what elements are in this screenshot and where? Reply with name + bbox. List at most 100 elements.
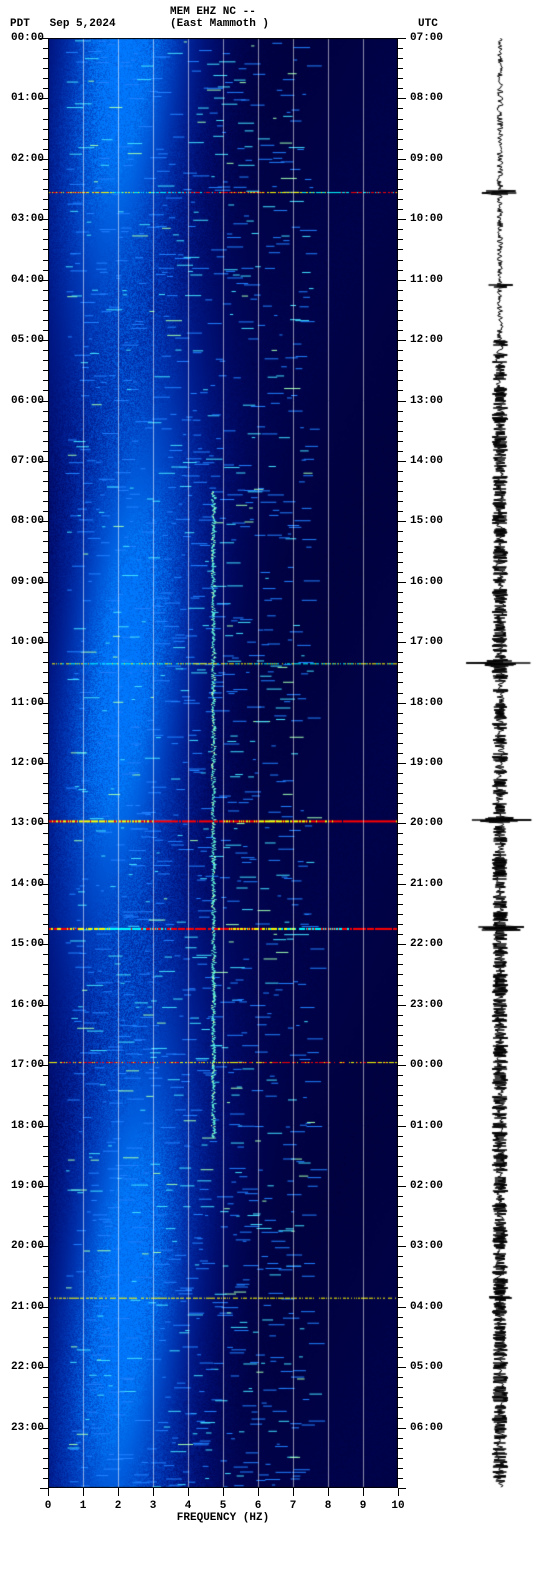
- header-right: UTC: [418, 18, 438, 30]
- tick-right-minor: [398, 1377, 403, 1378]
- tick-right-minor: [398, 350, 403, 351]
- tick-right-minor: [398, 541, 403, 542]
- y-label-right: 22:00: [410, 938, 443, 950]
- tick-left-minor: [43, 1377, 48, 1378]
- tick-right-minor: [398, 924, 403, 925]
- tick-right-minor: [398, 723, 403, 724]
- tick-right-minor: [398, 904, 403, 905]
- tick-right-minor: [398, 1327, 403, 1328]
- tick-right-minor: [398, 411, 403, 412]
- y-label-right: 21:00: [410, 878, 443, 890]
- tick-left-minor: [43, 803, 48, 804]
- tick-left-minor: [43, 1075, 48, 1076]
- tick-left-minor: [43, 682, 48, 683]
- tick-left-minor: [43, 370, 48, 371]
- tick-right-minor: [398, 78, 403, 79]
- y-label-left: 01:00: [11, 92, 44, 104]
- y-label-right: 01:00: [410, 1120, 443, 1132]
- tick-right-minor: [398, 360, 403, 361]
- tick-right-minor: [398, 491, 403, 492]
- tick-right: [398, 582, 406, 583]
- tick-right-minor: [398, 894, 403, 895]
- tick-right-minor: [398, 1256, 403, 1257]
- tick-left-minor: [43, 411, 48, 412]
- tick-left-minor: [43, 78, 48, 79]
- tick-right-minor: [398, 149, 403, 150]
- tick-bottom: [398, 1488, 399, 1496]
- tick-left-minor: [43, 743, 48, 744]
- tick-right-minor: [398, 844, 403, 845]
- tick-left-minor: [43, 330, 48, 331]
- tick-right-minor: [398, 1468, 403, 1469]
- tick-right-minor: [398, 1266, 403, 1267]
- tick-left-minor: [43, 833, 48, 834]
- tick-right-minor: [398, 985, 403, 986]
- tick-left-minor: [43, 421, 48, 422]
- tick-right-minor: [398, 934, 403, 935]
- tick-left-minor: [43, 1166, 48, 1167]
- y-label-left: 10:00: [11, 636, 44, 648]
- tick-right-minor: [398, 1347, 403, 1348]
- tick-left-minor: [43, 360, 48, 361]
- tick-left-minor: [43, 1407, 48, 1408]
- y-label-right: 02:00: [410, 1180, 443, 1192]
- tick-left-minor: [43, 1115, 48, 1116]
- tick-left-minor: [43, 541, 48, 542]
- tick-right-minor: [398, 270, 403, 271]
- tick-left-minor: [43, 622, 48, 623]
- tick-right: [398, 884, 406, 885]
- tick-left-minor: [43, 552, 48, 553]
- tick-left-minor: [43, 1045, 48, 1046]
- tick-left-minor: [43, 1196, 48, 1197]
- tick-left-minor: [43, 1357, 48, 1358]
- tick-left-minor: [43, 783, 48, 784]
- tick-left-minor: [43, 562, 48, 563]
- tick-right-minor: [398, 169, 403, 170]
- tick-right-minor: [398, 501, 403, 502]
- tick-right: [398, 1186, 406, 1187]
- tick-right-minor: [398, 552, 403, 553]
- tick-left-minor: [43, 1337, 48, 1338]
- tick-right-minor: [398, 793, 403, 794]
- tick-right-minor: [398, 239, 403, 240]
- y-label-right: 23:00: [410, 999, 443, 1011]
- y-label-left: 06:00: [11, 395, 44, 407]
- tick-left-minor: [43, 1226, 48, 1227]
- y-label-right: 13:00: [410, 395, 443, 407]
- y-label-left: 22:00: [11, 1361, 44, 1373]
- tick-left-minor: [43, 1236, 48, 1237]
- tick-right-minor: [398, 1025, 403, 1026]
- x-label: 0: [45, 1500, 52, 1512]
- y-label-left: 11:00: [11, 697, 44, 709]
- tick-left-minor: [43, 974, 48, 975]
- y-label-right: 09:00: [410, 153, 443, 165]
- y-label-left: 08:00: [11, 515, 44, 527]
- tick-left-minor: [43, 229, 48, 230]
- tick-left-minor: [43, 1085, 48, 1086]
- tick-right-minor: [398, 733, 403, 734]
- tick-right: [398, 823, 406, 824]
- y-label-right: 07:00: [410, 32, 443, 44]
- y-label-right: 06:00: [410, 1422, 443, 1434]
- tick-left-minor: [43, 310, 48, 311]
- y-label-right: 16:00: [410, 576, 443, 588]
- tick-right-minor: [398, 1105, 403, 1106]
- tick-bottom: [363, 1488, 364, 1496]
- y-label-left: 07:00: [11, 455, 44, 467]
- tick-left-minor: [43, 1105, 48, 1106]
- tick-right-minor: [398, 370, 403, 371]
- tick-bottom: [48, 1488, 49, 1496]
- tick-left-minor: [43, 320, 48, 321]
- x-label: 7: [290, 1500, 297, 1512]
- tick-right-minor: [398, 300, 403, 301]
- tick-left-minor: [43, 189, 48, 190]
- tick-left-minor: [43, 1448, 48, 1449]
- tick-left-minor: [43, 995, 48, 996]
- x-label: 2: [115, 1500, 122, 1512]
- tick-right: [398, 763, 406, 764]
- tick-left-minor: [43, 270, 48, 271]
- tick-right-minor: [398, 431, 403, 432]
- tick-left-minor: [43, 260, 48, 261]
- tick-left-minor: [43, 1025, 48, 1026]
- tick-left-minor: [43, 1095, 48, 1096]
